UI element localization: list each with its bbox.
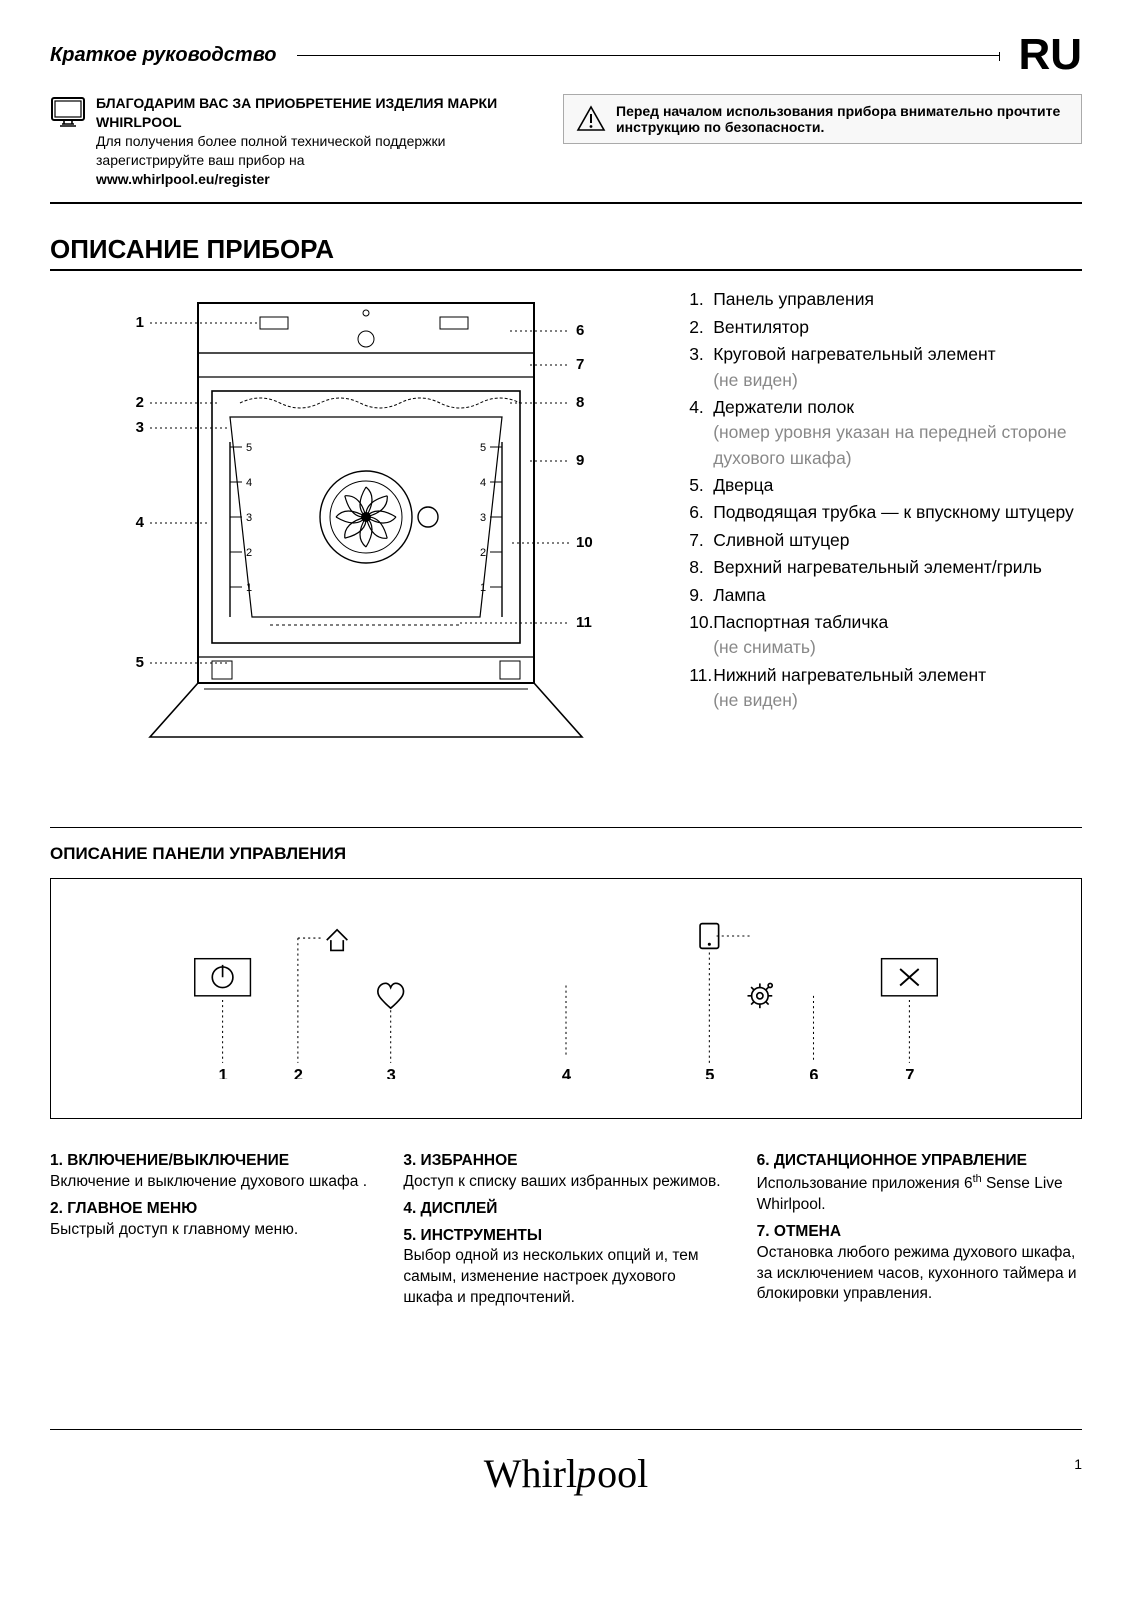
- header-rule: [297, 55, 1001, 56]
- cp-col-1: 1. ВКЛЮЧЕНИЕ/ВЫКЛЮЧЕНИЕ Включение и выкл…: [50, 1145, 375, 1309]
- parts-list-item: 11.Нижний нагревательный элемент(не виде…: [713, 663, 1082, 714]
- section-title-product: ОПИСАНИЕ ПРИБОРА: [50, 234, 1082, 265]
- safety-box: Перед началом использования прибора вним…: [563, 94, 1082, 144]
- parts-list-item: 5.Дверца: [713, 473, 1082, 498]
- header-row: Краткое руководство RU: [50, 30, 1082, 80]
- svg-text:3: 3: [480, 512, 486, 524]
- svg-text:5: 5: [135, 654, 143, 671]
- intro-thanks: БЛАГОДАРИМ ВАС ЗА ПРИОБРЕТЕНИЕ ИЗДЕЛИЯ М…: [96, 95, 497, 130]
- svg-text:10: 10: [576, 534, 593, 551]
- svg-text:4: 4: [480, 477, 486, 489]
- svg-text:2: 2: [135, 394, 143, 411]
- parts-list-item: 3.Круговой нагревательный элемент(не вид…: [713, 342, 1082, 393]
- brand-logo: Whirlpool: [484, 1450, 648, 1497]
- svg-text:5: 5: [705, 1067, 714, 1079]
- svg-text:9: 9: [576, 452, 584, 469]
- cp-item-title: 6. ДИСТАНЦИОННОЕ УПРАВЛЕНИЕ: [757, 1151, 1082, 1172]
- cp-item-title: 2. ГЛАВНОЕ МЕНЮ: [50, 1199, 375, 1220]
- svg-text:11: 11: [576, 614, 592, 631]
- cp-item-text: Остановка любого режима духового шкафа, …: [757, 1243, 1082, 1306]
- cp-item-title: 5. ИНСТРУМЕНТЫ: [403, 1226, 728, 1247]
- subsection-control-panel: ОПИСАНИЕ ПАНЕЛИ УПРАВЛЕНИЯ: [50, 844, 1082, 864]
- intro-text: БЛАГОДАРИМ ВАС ЗА ПРИОБРЕТЕНИЕ ИЗДЕЛИЯ М…: [96, 94, 543, 188]
- svg-text:4: 4: [135, 514, 144, 531]
- intro-support: Для получения более полной технической п…: [96, 133, 445, 168]
- parts-list-item: 7.Сливной штуцер: [713, 528, 1082, 553]
- svg-text:2: 2: [294, 1067, 303, 1079]
- svg-text:6: 6: [576, 322, 584, 339]
- parts-list-item: 4.Держатели полок(номер уровня указан на…: [713, 395, 1082, 471]
- intro-url: www.whirlpool.eu/register: [96, 171, 270, 187]
- cp-item-title: 3. ИЗБРАННОЕ: [403, 1151, 728, 1172]
- svg-text:2: 2: [480, 547, 486, 559]
- thick-divider: [50, 202, 1082, 204]
- cp-item-text: Использование приложения 6th Sense Live …: [757, 1172, 1082, 1216]
- svg-text:1: 1: [218, 1067, 227, 1079]
- svg-text:4: 4: [246, 477, 252, 489]
- cp-item-title: 4. ДИСПЛЕЙ: [403, 1199, 728, 1220]
- footer: Whirlpool 1: [50, 1450, 1082, 1507]
- safety-bold: Перед началом использования прибора вним…: [616, 103, 1060, 135]
- svg-text:5: 5: [246, 442, 252, 454]
- control-panel-frame: 1 2 3 4 5 6 7: [50, 878, 1082, 1118]
- cp-item-text: Доступ к списку ваших избранных режимов.: [403, 1172, 728, 1193]
- cp-item-title: 1. ВКЛЮЧЕНИЕ/ВЫКЛЮЧЕНИЕ: [50, 1151, 375, 1172]
- svg-text:1: 1: [246, 582, 252, 594]
- language-code: RU: [1018, 30, 1082, 80]
- svg-text:2: 2: [246, 547, 252, 559]
- parts-list-item: 1.Панель управления: [713, 287, 1082, 312]
- oven-diagram: 1 2 3 4 5 6 7 8 9 10 11: [100, 287, 620, 747]
- svg-text:4: 4: [562, 1067, 572, 1079]
- safety-text: Перед началом использования прибора вним…: [616, 103, 1069, 135]
- thin-divider-1: [50, 827, 1082, 828]
- svg-text:7: 7: [576, 356, 584, 373]
- svg-text:3: 3: [246, 512, 252, 524]
- parts-list-item: 8.Верхний нагревательный элемент/гриль: [713, 555, 1082, 580]
- page-number: 1: [1074, 1456, 1082, 1472]
- svg-text:5: 5: [480, 442, 486, 454]
- cp-item-text: Включение и выключение духового шкафа .: [50, 1172, 375, 1193]
- cp-col-3: 6. ДИСТАНЦИОННОЕ УПРАВЛЕНИЕ Использовани…: [757, 1145, 1082, 1309]
- svg-text:3: 3: [135, 419, 143, 436]
- cp-col-2: 3. ИЗБРАННОЕ Доступ к списку ваших избра…: [403, 1145, 728, 1309]
- svg-text:6: 6: [809, 1067, 818, 1079]
- svg-text:8: 8: [576, 394, 584, 411]
- svg-text:7: 7: [905, 1067, 914, 1079]
- control-panel-columns: 1. ВКЛЮЧЕНИЕ/ВЫКЛЮЧЕНИЕ Включение и выкл…: [50, 1145, 1082, 1309]
- svg-text:3: 3: [387, 1067, 396, 1079]
- product-block: 1 2 3 4 5 6 7 8 9 10 11: [50, 287, 1082, 747]
- control-panel-diagram: 1 2 3 4 5 6 7: [71, 903, 1061, 1078]
- parts-list-item: 10.Паспортная табличка(не снимать): [713, 610, 1082, 661]
- parts-list-item: 6.Подводящая трубка — к впускному штуцер…: [713, 500, 1082, 525]
- svg-text:1: 1: [135, 314, 143, 331]
- cp-item-title: 7. ОТМЕНА: [757, 1222, 1082, 1243]
- parts-list-item: 2.Вентилятор: [713, 315, 1082, 340]
- monitor-icon: [50, 94, 86, 130]
- svg-text:1: 1: [480, 582, 486, 594]
- parts-list: 1.Панель управления 2.Вентилятор3.Кругово…: [689, 287, 1082, 747]
- footer-divider: [50, 1429, 1082, 1430]
- parts-list-item: 9.Лампа: [713, 583, 1082, 608]
- intro-row: БЛАГОДАРИМ ВАС ЗА ПРИОБРЕТЕНИЕ ИЗДЕЛИЯ М…: [50, 94, 1082, 188]
- cp-item-text: Быстрый доступ к главному меню.: [50, 1220, 375, 1241]
- intro-left: БЛАГОДАРИМ ВАС ЗА ПРИОБРЕТЕНИЕ ИЗДЕЛИЯ М…: [50, 94, 543, 188]
- cp-item-text: Выбор одной из нескольких опций и, тем с…: [403, 1246, 728, 1309]
- warning-icon: [576, 104, 606, 134]
- title-divider: [50, 269, 1082, 271]
- oven-diagram-container: 1 2 3 4 5 6 7 8 9 10 11: [50, 287, 669, 747]
- guide-title: Краткое руководство: [50, 44, 277, 67]
